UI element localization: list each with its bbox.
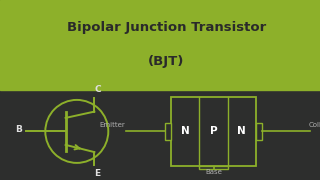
Text: Emitter: Emitter: [99, 122, 125, 128]
Text: B: B: [15, 125, 21, 134]
Bar: [199, 166, 228, 169]
Text: (BJT): (BJT): [148, 55, 185, 68]
Text: Collec: Collec: [309, 122, 320, 128]
Text: Bipolar Junction Transistor: Bipolar Junction Transistor: [67, 21, 266, 33]
Text: N: N: [237, 126, 246, 136]
Text: C: C: [94, 85, 101, 94]
Bar: [165, 123, 171, 140]
Text: N: N: [181, 126, 190, 136]
Bar: [0, 0, 320, 90]
Text: P: P: [210, 126, 217, 136]
Text: E: E: [94, 169, 101, 178]
Bar: [171, 97, 256, 166]
Bar: [256, 123, 262, 140]
Text: Base: Base: [205, 169, 222, 175]
